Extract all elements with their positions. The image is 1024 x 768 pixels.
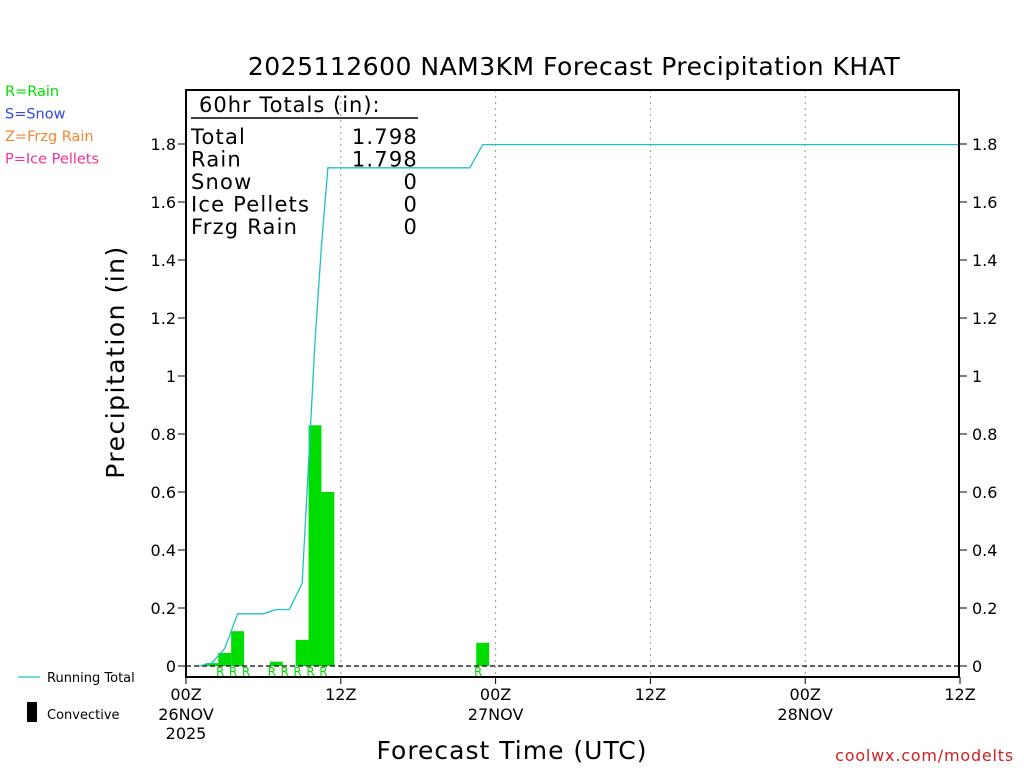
y-axis-right: 0 0.2 0.4 0.6 0.8 1 1.2 1.4 1.6 1.8 — [959, 135, 997, 676]
marker-r-7: R — [319, 665, 327, 679]
y-tick-label-right-7: 1.4 — [972, 251, 997, 270]
y-axis-label: Precipitation (in) — [101, 245, 130, 479]
marker-r-1: R — [229, 665, 237, 679]
totals-box: 60hr Totals (in): Total 1.798 Rain 1.798 Sno… — [190, 93, 418, 239]
plot-frame — [185, 89, 960, 678]
bottom-legend: Running Total Convective — [18, 671, 135, 723]
running-total-legend-label: Running Total — [47, 671, 135, 686]
bar-2 — [231, 631, 245, 666]
y-tick-label-left-0: 0 — [166, 657, 176, 676]
totals-value-1: 1.798 — [352, 148, 418, 172]
totals-label-0: Total — [190, 125, 246, 149]
x-tick-date-4: 28NOV — [777, 705, 833, 724]
bar-0 — [205, 663, 219, 666]
x-tick-label-1: 12Z — [325, 685, 356, 704]
marker-r-0: R — [216, 665, 224, 679]
bar-4 — [295, 639, 309, 666]
totals-value-3: 0 — [403, 193, 418, 217]
y-tick-label-right-0: 0 — [972, 657, 982, 676]
x-tick-year-0: 2025 — [166, 724, 207, 743]
x-tick-label-0: 00Z — [170, 685, 201, 704]
x-tick-label-3: 12Z — [635, 685, 666, 704]
bar-1 — [218, 652, 232, 666]
marker-r-8: R — [474, 665, 482, 679]
totals-label-3: Ice Pellets — [191, 193, 310, 217]
x-tick-label-5: 12Z — [944, 685, 975, 704]
y-tick-label-right-2: 0.4 — [972, 541, 997, 560]
marker-r-2: R — [242, 665, 250, 679]
y-tick-label-right-1: 0.2 — [972, 599, 997, 618]
y-tick-label-right-9: 1.8 — [972, 135, 997, 154]
x-tick-label-2: 00Z — [480, 685, 511, 704]
y-tick-label-right-5: 1 — [972, 367, 982, 386]
chart-title: 2025112600 NAM3KM Forecast Precipitation… — [248, 52, 900, 81]
convective-legend-swatch — [27, 702, 37, 722]
totals-value-4: 0 — [403, 215, 418, 239]
y-tick-label-left-4: 0.8 — [151, 425, 176, 444]
x-tick-label-4: 00Z — [790, 685, 821, 704]
y-tick-label-right-4: 0.8 — [972, 425, 997, 444]
y-tick-label-left-8: 1.6 — [151, 193, 176, 212]
totals-value-0: 1.798 — [352, 125, 418, 149]
legend-type-1: S=Snow — [5, 107, 66, 123]
totals-label-4: Frzg Rain — [191, 215, 298, 239]
footer-credit: coolwx.com/modelts — [835, 746, 1014, 765]
y-tick-label-left-7: 1.4 — [151, 251, 176, 270]
marker-r-3: R — [268, 665, 276, 679]
x-tick-date-2: 27NOV — [468, 705, 524, 724]
y-tick-label-left-9: 1.8 — [151, 135, 176, 154]
marker-r-6: R — [306, 665, 314, 679]
x-axis-label: Forecast Time (UTC) — [377, 736, 648, 765]
convective-legend-label: Convective — [47, 708, 120, 723]
y-tick-label-right-3: 0.6 — [972, 483, 997, 502]
y-tick-label-left-6: 1.2 — [151, 309, 176, 328]
x-tick-date-0: 26NOV — [158, 705, 214, 724]
legend-type-2: Z=Frzg Rain — [5, 129, 94, 145]
y-tick-label-left-2: 0.4 — [151, 541, 176, 560]
legend-type-3: P=Ice Pellets — [5, 152, 99, 168]
bar-7 — [476, 642, 490, 666]
bar-series-rain — [205, 425, 490, 666]
bar-3 — [269, 661, 283, 666]
y-tick-label-left-1: 0.2 — [151, 599, 176, 618]
precip-type-legend: R=Rain S=Snow Z=Frzg Rain P=Ice Pellets — [5, 84, 99, 168]
y-tick-label-right-8: 1.6 — [972, 193, 997, 212]
bar-5 — [308, 425, 322, 666]
totals-label-2: Snow — [191, 170, 252, 194]
running-total-series — [198, 143, 960, 667]
legend-type-0: R=Rain — [5, 84, 59, 100]
bar-6 — [321, 492, 335, 666]
y-tick-label-left-3: 0.6 — [151, 483, 176, 502]
marker-r-4: R — [281, 665, 289, 679]
totals-header: 60hr Totals (in): — [199, 93, 381, 117]
totals-label-1: Rain — [191, 148, 242, 172]
y-axis-left: 0 0.2 0.4 0.6 0.8 1 1.2 1.4 1.6 1.8 — [151, 135, 186, 676]
y-tick-label-right-6: 1.2 — [972, 309, 997, 328]
marker-r-5: R — [293, 665, 301, 679]
totals-value-2: 0 — [403, 170, 418, 194]
y-tick-label-left-5: 1 — [166, 367, 176, 386]
running-total-line — [198, 143, 960, 667]
grid-lines — [340, 90, 806, 677]
